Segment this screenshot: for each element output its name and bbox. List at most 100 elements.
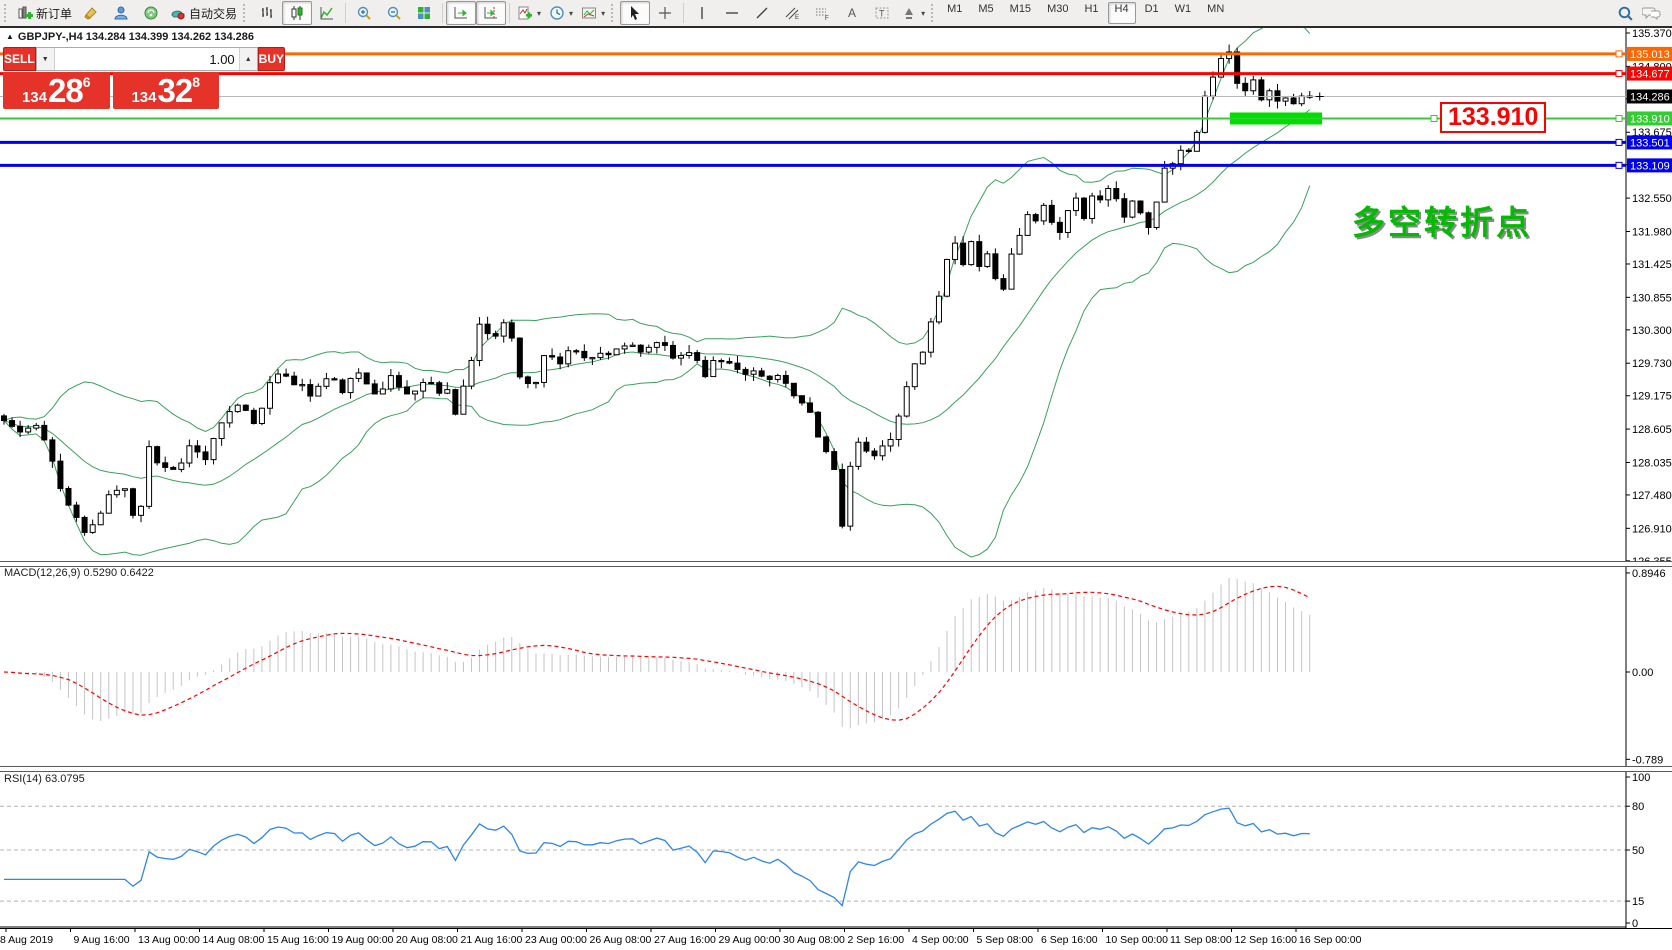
tile-windows-button[interactable]	[409, 1, 439, 25]
timeframe-mn-button[interactable]: MN	[1207, 3, 1225, 15]
line-handle[interactable]	[1615, 138, 1623, 146]
candle-bearish	[65, 487, 72, 506]
line-handle[interactable]	[1615, 161, 1623, 169]
community-button[interactable]	[106, 1, 136, 25]
timeframe-h4-button[interactable]: H4	[1107, 2, 1136, 24]
candle-bullish	[847, 465, 854, 527]
chart-shift-icon	[483, 5, 499, 21]
timeframe-m5-button[interactable]: M5	[978, 3, 994, 15]
bollinger-middle-band[interactable]	[3, 109, 1311, 486]
timeframe-h1-button[interactable]: H1	[1084, 3, 1099, 15]
equidistant-channel-button[interactable]: E	[777, 1, 807, 25]
fibonacci-button[interactable]: F	[807, 1, 837, 25]
candle-bullish	[347, 377, 354, 394]
text-label-button[interactable]: T	[867, 1, 897, 25]
zoom-out-button[interactable]	[379, 1, 409, 25]
candle-bearish	[1081, 197, 1088, 220]
cursor-button[interactable]	[620, 1, 651, 25]
timeframe-m1-button[interactable]: M1	[947, 3, 963, 15]
candle-bearish	[1000, 278, 1007, 290]
timeframe-d1-button[interactable]: D1	[1144, 3, 1159, 15]
indicators-button[interactable]: ▾	[513, 1, 545, 25]
toolbar-drag-handle[interactable]	[243, 4, 249, 22]
cursor-icon	[627, 5, 643, 21]
line-handle[interactable]	[1430, 114, 1438, 122]
buy-price-display[interactable]: 134 32 8	[112, 72, 219, 109]
channel-icon: E	[784, 5, 800, 21]
periods-button[interactable]: ▾	[545, 1, 577, 25]
candle-bullish	[97, 512, 104, 526]
new-order-button[interactable]: 新订单	[13, 1, 76, 25]
candle-bullish	[258, 407, 265, 425]
reversal-point-note[interactable]: 多空转折点	[1352, 204, 1532, 241]
svg-text:E: E	[795, 15, 799, 21]
eraser-button[interactable]	[76, 1, 106, 25]
candle-bullish	[1250, 79, 1257, 92]
candle-bearish	[831, 451, 838, 471]
rsi-pane[interactable]: 100 80 50 15 0	[0, 770, 1672, 928]
time-axis-label: 26 Aug 08:00	[590, 934, 652, 946]
y-axis-label: 130.300	[1632, 325, 1672, 337]
horizontal-line-button[interactable]	[717, 1, 747, 25]
bollinger-lower-band[interactable]	[3, 185, 1311, 558]
timeframe-m15-button[interactable]: M15	[1009, 3, 1032, 15]
timeframe-m30-button[interactable]: M30	[1047, 3, 1069, 15]
candle-bearish	[283, 373, 290, 377]
bollinger-upper-band[interactable]	[3, 28, 1311, 433]
symbol-header[interactable]: ▲ GBPJPY-,H4 134.284 134.399 134.262 134.…	[6, 31, 254, 43]
bar-chart-button[interactable]	[252, 1, 282, 25]
volume-input[interactable]	[54, 48, 239, 70]
sell-button[interactable]: SELL	[3, 47, 36, 71]
auto-scroll-button[interactable]	[446, 1, 477, 25]
candle-bearish	[250, 409, 257, 425]
arrows-button[interactable]: ▾	[897, 1, 929, 25]
candle-bullish	[645, 346, 652, 353]
candle-bullish	[887, 439, 894, 447]
autotrading-button[interactable]: 自动交易	[166, 1, 241, 25]
candle-bullish	[1024, 214, 1031, 236]
text-icon: A	[844, 5, 860, 21]
template-button[interactable]: ▾	[577, 1, 609, 25]
candle-bearish	[436, 382, 443, 394]
volume-increase-button[interactable]: ▲	[238, 48, 257, 70]
toolbar-drag-handle[interactable]	[931, 4, 937, 22]
line-handle[interactable]	[1615, 50, 1623, 58]
volume-decrease-button[interactable]: ▼	[36, 48, 55, 70]
sell-price-display[interactable]: 134 28 6	[3, 72, 110, 109]
candlestick-button[interactable]	[282, 1, 313, 25]
chevron-down-icon: ▾	[569, 8, 574, 18]
candle-bullish	[629, 344, 636, 347]
candle-bullish	[420, 382, 427, 392]
chart-shift-button[interactable]	[476, 1, 507, 25]
price-level-label-bg	[1627, 46, 1672, 61]
line-chart-button[interactable]	[312, 1, 342, 25]
candle-bearish	[726, 360, 733, 364]
pane-separator[interactable]	[0, 561, 1672, 567]
line-handle[interactable]	[1615, 114, 1623, 122]
price-annotation-box[interactable]: 133.910	[1440, 102, 1547, 133]
buy-button[interactable]: BUY	[257, 47, 286, 71]
toolbar-drag-handle[interactable]	[4, 4, 10, 22]
text-button[interactable]: A	[837, 1, 867, 25]
candle-bearish	[807, 402, 813, 413]
macd-pane[interactable]: 0.8946 0.00 -0.789	[0, 565, 1672, 766]
candle-bearish	[549, 355, 556, 358]
search-icon[interactable]	[1617, 5, 1634, 22]
toolbar-drag-handle[interactable]	[611, 4, 617, 22]
pane-separator[interactable]	[0, 766, 1672, 772]
candle-bullish	[944, 258, 951, 297]
candle-bullish	[984, 253, 991, 267]
main-chart-pane[interactable]: 135.370134.800134.245133.675133.120132.5…	[0, 28, 1672, 561]
line-handle[interactable]	[1615, 70, 1623, 78]
time-axis-label: 6 Sep 16:00	[1041, 934, 1098, 946]
rsi-tick-label: 100	[1632, 772, 1650, 784]
y-axis-label: 131.425	[1632, 259, 1672, 271]
crosshair-button[interactable]	[650, 1, 680, 25]
vertical-line-button[interactable]	[687, 1, 717, 25]
zoom-in-button[interactable]	[349, 1, 379, 25]
chat-icon[interactable]	[1642, 5, 1662, 21]
candle-bullish	[234, 404, 241, 413]
trendline-button[interactable]	[747, 1, 777, 25]
timeframe-w1-button[interactable]: W1	[1174, 3, 1192, 15]
news-button[interactable]	[136, 1, 166, 25]
